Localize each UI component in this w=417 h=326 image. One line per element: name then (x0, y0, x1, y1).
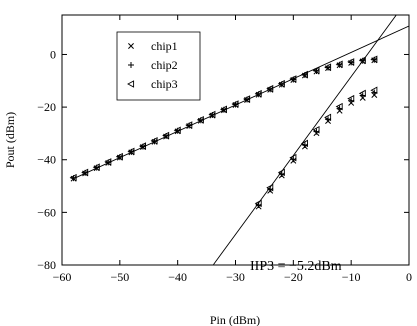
chip3-fundamental-point (254, 89, 262, 98)
chip3-fundamental-point (289, 75, 297, 83)
chip3-fundamental-point (185, 121, 193, 129)
chip3-fundamental-point (370, 55, 378, 63)
plot-area (61, 14, 410, 266)
chip3-fundamental-point (358, 56, 366, 65)
chip3-fundamental-point (335, 60, 343, 68)
chip3-fundamental-point (196, 115, 204, 124)
chip3-im3-point (277, 168, 285, 177)
chip3-fundamental-point (324, 63, 332, 71)
chip3-im3-point (324, 113, 332, 122)
data-markers (69, 55, 378, 210)
chip3-im3-point (370, 86, 378, 95)
chip3-fundamental-point (139, 142, 147, 150)
iip3-annotation: IIP3 = −5.2dBm (250, 259, 342, 274)
chip3-fundamental-point (69, 173, 77, 182)
legend-markers (127, 43, 135, 88)
chip3-im3-point (347, 94, 355, 103)
chip3-im3-point (254, 199, 262, 208)
fit-line-2 (213, 15, 397, 265)
chip3-fundamental-point (162, 131, 170, 140)
y-tick-label: −60 (37, 205, 56, 219)
chip3-fundamental-point (81, 168, 89, 177)
chip3-im3-point (335, 102, 343, 111)
legend-marker-chip1 (128, 43, 134, 49)
chip3-im3-point (312, 125, 320, 134)
chip3-im3-point (300, 139, 308, 148)
fit-line-1 (73, 25, 409, 180)
chip3-fundamental-point (266, 84, 274, 93)
y-tick-label: −20 (37, 100, 56, 114)
x-tick-label: −40 (168, 270, 187, 284)
chip3-fundamental-point (173, 126, 181, 135)
chip3-fundamental-point (231, 100, 239, 108)
chip3-fundamental-point (92, 163, 100, 171)
x-tick-label: −30 (226, 270, 245, 284)
legend-marker-chip2 (128, 62, 134, 68)
chip3-fundamental-point (115, 152, 123, 161)
y-tick-label: −40 (37, 153, 56, 167)
chip3-fundamental-point (300, 70, 308, 79)
legend-label-chip2: chip2 (151, 58, 178, 72)
x-tick-label: −60 (53, 270, 72, 284)
y-axis-label: Pout (dBm) (3, 112, 17, 168)
legend-marker-chip3 (127, 80, 135, 88)
chip3-fundamental-point (208, 110, 216, 119)
y-tick-labels: −80 −60 −40 −20 0 (37, 47, 56, 272)
x-tick-label: −10 (342, 270, 361, 284)
x-axis-label: Pin (dBm) (210, 313, 260, 326)
chip3-im3-point (266, 183, 274, 192)
x-tick-labels: −60 −50 −40 −30 −20 −10 0 (53, 270, 412, 284)
axis-ticks (61, 15, 410, 266)
chip3-im3-point (358, 89, 366, 98)
legend-label-chip1: chip1 (151, 39, 178, 53)
chip3-fundamental-point (127, 147, 135, 156)
y-tick-label: −80 (37, 258, 56, 272)
chip3-im3-point (289, 153, 297, 162)
x-tick-label: −50 (110, 270, 129, 284)
x-tick-label: −20 (284, 270, 303, 284)
chip3-fundamental-point (150, 137, 158, 145)
y-tick-label: 0 (50, 47, 56, 61)
legend: chip1 chip2 chip3 (116, 31, 201, 101)
chip3-fundamental-point (104, 158, 112, 166)
fit-lines (73, 15, 409, 265)
legend-label-chip3: chip3 (151, 77, 178, 91)
chip3-fundamental-point (312, 66, 320, 75)
chip3-fundamental-point (219, 105, 227, 113)
chip3-fundamental-point (243, 95, 251, 103)
chip3-fundamental-point (277, 79, 285, 88)
chip3-fundamental-point (347, 58, 355, 66)
x-tick-label: 0 (406, 270, 412, 284)
